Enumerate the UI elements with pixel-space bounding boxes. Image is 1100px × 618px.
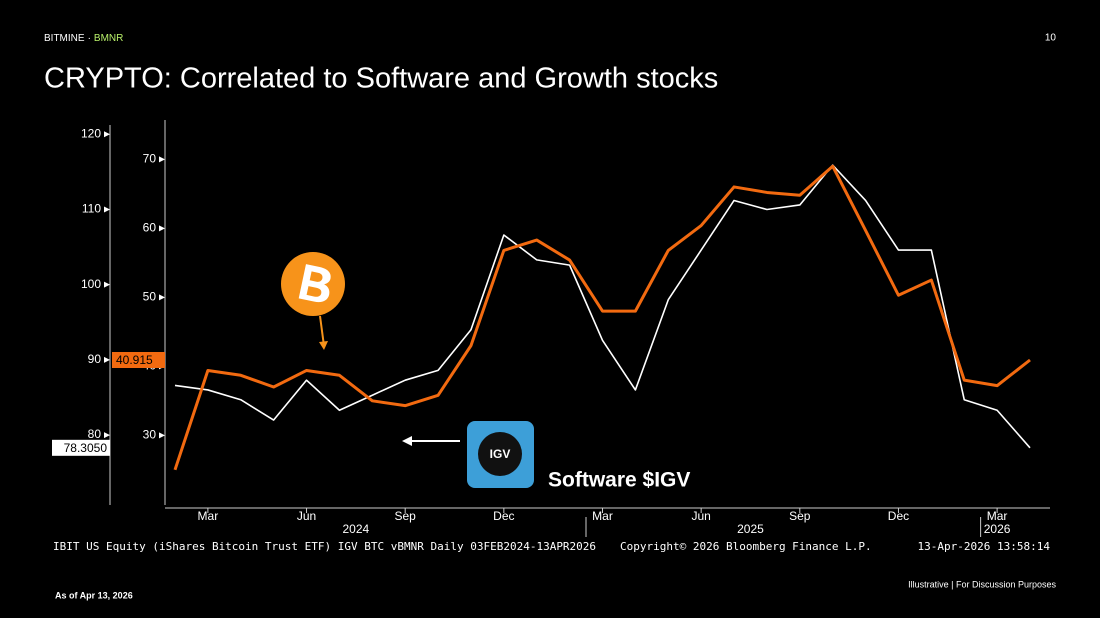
x-group-label: 2026 xyxy=(984,522,1011,536)
y2-tick xyxy=(104,356,110,363)
y-tick-label: 60 xyxy=(143,220,157,234)
y2-tick-label: 110 xyxy=(82,202,101,216)
bitcoin-icon xyxy=(281,252,345,350)
separator: · xyxy=(88,33,91,44)
y-tick-label: 30 xyxy=(143,427,157,441)
x-tick-label: Mar xyxy=(198,509,219,523)
y2-tick-label: 80 xyxy=(88,427,102,441)
chart: 30405060708090100110120MarJunSepDecMarJu… xyxy=(52,120,1050,537)
as-of: As of Apr 13, 2026 xyxy=(55,590,133,600)
x-group-label: 2025 xyxy=(737,522,764,536)
y2-tick xyxy=(104,206,110,213)
brand-name: BITMINE xyxy=(44,33,85,44)
y-tick xyxy=(159,432,165,439)
source: IBIT US Equity (iShares Bitcoin Trust ET… xyxy=(53,540,596,553)
last-value-tag xyxy=(112,352,165,369)
x-tick-label: Jun xyxy=(297,509,316,523)
y2-tick xyxy=(104,131,110,138)
brand: BITMINE · BMNR xyxy=(44,33,123,44)
copyright: Copyright© 2026 Bloomberg Finance L.P. xyxy=(620,540,872,553)
y-tick xyxy=(159,225,165,232)
y-tick xyxy=(159,294,165,301)
x-tick-label: Dec xyxy=(888,509,909,523)
x-tick-label: Sep xyxy=(395,509,417,523)
page-number: 10 xyxy=(1045,33,1057,44)
y-tick-label: 50 xyxy=(143,289,157,303)
y2-tick xyxy=(104,432,110,439)
line-series xyxy=(173,164,1031,471)
annotation: Software $IGV xyxy=(548,469,690,492)
ticker: BMNR xyxy=(94,33,123,44)
timestamp: 13-Apr-2026 13:58:14 xyxy=(918,540,1051,553)
y2-tick xyxy=(104,281,110,288)
igv-icon: IGV xyxy=(402,421,534,488)
y2-tick-label: 90 xyxy=(88,352,102,366)
last-value-tag xyxy=(52,439,110,456)
x-tick-label: Jun xyxy=(691,509,710,523)
disclaimer: Illustrative | For Discussion Purposes xyxy=(908,579,1056,589)
x-tick-label: Dec xyxy=(493,509,514,523)
slide-title: CRYPTO: Correlated to Software and Growt… xyxy=(44,63,718,95)
line-series xyxy=(174,164,1031,449)
y-tick xyxy=(159,156,165,163)
y2-tick-label: 120 xyxy=(81,126,101,140)
x-group-label: 2024 xyxy=(343,522,370,536)
last-value-label: 40.915 xyxy=(116,353,153,367)
y-tick-label: 70 xyxy=(143,151,157,165)
igv-icon-label: IGV xyxy=(490,447,511,461)
x-tick-label: Mar xyxy=(987,509,1008,523)
x-tick-label: Mar xyxy=(592,509,613,523)
last-value-label: 78.3050 xyxy=(64,441,108,455)
y2-tick-label: 100 xyxy=(81,277,101,291)
x-tick-label: Sep xyxy=(789,509,811,523)
